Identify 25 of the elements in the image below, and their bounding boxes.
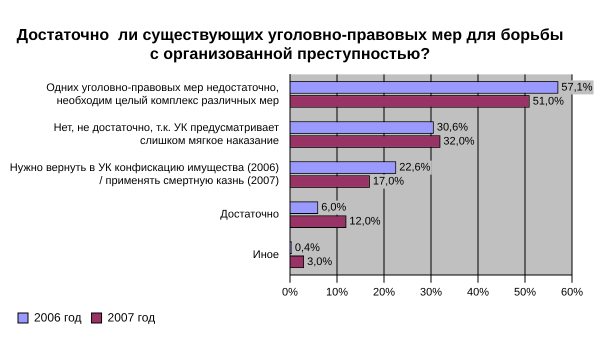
data-label: 17,0% [372, 176, 404, 188]
x-tick-label: 20% [372, 286, 396, 298]
data-label: 30,6% [436, 122, 468, 134]
y-tick-label: Одних уголовно-правовых мер недостаточно, необходим целый комплекс различных мер [46, 82, 279, 108]
x-tick-label: 50% [514, 286, 536, 298]
data-label: 22,6% [399, 162, 431, 174]
y-tick-label: Нет, не достаточно, т.к. УК предусматривает слишком мягкое наказание [54, 122, 279, 148]
x-tick-label: 0% [282, 286, 298, 298]
legend-label: 2006 год [34, 310, 82, 324]
data-label: 57,1% [561, 81, 593, 94]
x-tick-label: 30% [420, 286, 442, 298]
data-label: 12,0% [349, 216, 381, 228]
data-label: 6,0% [321, 202, 346, 214]
x-tick-label: 10% [326, 286, 348, 298]
data-label: 3,0% [307, 256, 332, 268]
chart-title: Достаточно ли существующих уголовно-правовых мер для борьбы с организованной преступностью? [16, 27, 564, 64]
x-tick-label: 60% [560, 286, 584, 298]
legend-label: 2007 год [108, 310, 156, 324]
data-label: 32,0% [443, 136, 475, 148]
y-tick-label: Иное [252, 248, 279, 261]
y-tick-label: Достаточно [220, 208, 279, 221]
data-label: 51,0% [532, 95, 564, 108]
x-tick-label: 40% [466, 286, 490, 298]
y-tick-label: Нужно вернуть в УК конфискацию имущества (2006) / применять смертную казнь (2007) [10, 162, 279, 188]
data-label: 0,4% [294, 242, 320, 254]
